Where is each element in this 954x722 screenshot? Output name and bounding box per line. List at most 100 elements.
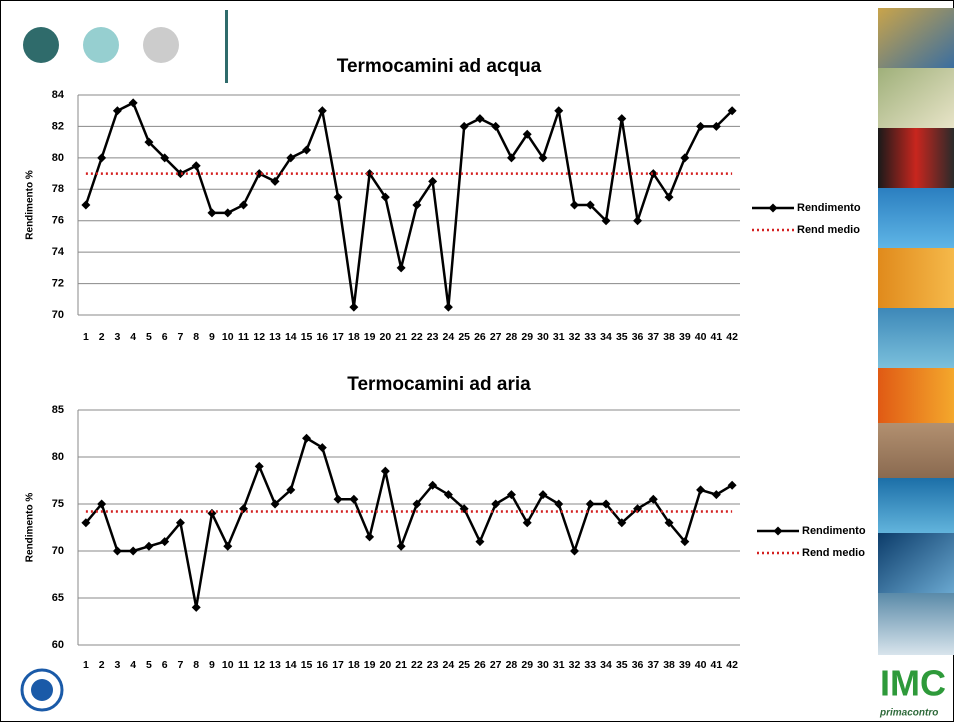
x-tick-label: 29 [521, 331, 533, 343]
y-tick-label: 80 [52, 152, 64, 164]
x-tick-label: 38 [663, 659, 675, 671]
x-tick-label: 37 [647, 659, 659, 671]
x-tick-label: 21 [395, 331, 407, 343]
deco-bar [225, 10, 228, 83]
x-tick-label: 35 [616, 659, 628, 671]
x-tick-label: 19 [364, 659, 376, 671]
y-tick-label: 78 [52, 183, 64, 195]
y-tick-label: 84 [52, 89, 65, 101]
x-tick-label: 31 [553, 331, 565, 343]
x-tick-label: 32 [569, 331, 581, 343]
x-tick-label: 4 [130, 659, 136, 671]
x-tick-label: 38 [663, 331, 675, 343]
x-tick-label: 10 [222, 331, 234, 343]
x-tick-label: 20 [380, 331, 392, 343]
x-tick-label: 7 [178, 659, 184, 671]
y-tick-label: 70 [52, 545, 64, 557]
x-tick-label: 29 [521, 659, 533, 671]
x-tick-label: 36 [632, 331, 644, 343]
x-tick-label: 41 [711, 331, 723, 343]
slide: IMC primacontro Termocamini ad acquaRend… [0, 0, 954, 722]
x-tick-label: 39 [679, 659, 691, 671]
x-tick-label: 8 [193, 659, 199, 671]
x-tick-label: 42 [726, 659, 738, 671]
y-tick-label: 76 [52, 215, 64, 227]
x-tick-label: 36 [632, 659, 644, 671]
brand-logo: IMC [880, 663, 946, 704]
y-tick-label: 65 [52, 592, 64, 604]
legend-label: Rendimento [797, 202, 861, 214]
x-tick-label: 16 [316, 659, 328, 671]
x-tick-label: 9 [209, 331, 215, 343]
x-tick-label: 12 [253, 659, 265, 671]
x-tick-label: 11 [238, 331, 249, 343]
x-tick-label: 16 [316, 331, 328, 343]
x-tick-label: 14 [285, 659, 297, 671]
x-tick-label: 12 [253, 331, 265, 343]
x-tick-label: 31 [553, 659, 565, 671]
x-tick-label: 33 [584, 659, 596, 671]
deco-circle [143, 27, 179, 63]
x-tick-label: 24 [443, 331, 455, 343]
x-tick-label: 6 [162, 659, 168, 671]
y-axis-label: Rendimento % [25, 170, 36, 240]
x-tick-label: 27 [490, 331, 502, 343]
x-tick-label: 9 [209, 659, 215, 671]
x-tick-label: 27 [490, 659, 502, 671]
x-tick-label: 6 [162, 331, 168, 343]
x-tick-label: 17 [332, 659, 344, 671]
x-tick-label: 32 [569, 659, 581, 671]
x-tick-label: 28 [506, 331, 518, 343]
x-tick-label: 15 [301, 659, 313, 671]
x-tick-label: 40 [695, 331, 707, 343]
x-tick-label: 5 [146, 659, 152, 671]
y-tick-label: 85 [52, 404, 64, 416]
x-tick-label: 42 [726, 331, 738, 343]
x-tick-label: 26 [474, 659, 486, 671]
x-tick-label: 15 [301, 331, 313, 343]
slide-border [1, 1, 954, 722]
x-tick-label: 28 [506, 659, 518, 671]
y-tick-label: 70 [52, 309, 64, 321]
y-tick-label: 72 [52, 277, 64, 289]
x-tick-label: 24 [443, 659, 455, 671]
x-tick-label: 21 [395, 659, 407, 671]
x-tick-label: 37 [647, 331, 659, 343]
legend-label: Rend medio [797, 224, 860, 236]
deco-circle [83, 27, 119, 63]
x-tick-label: 23 [427, 331, 439, 343]
y-tick-label: 60 [52, 639, 64, 651]
chart-title: Termocamini ad acqua [337, 56, 542, 77]
y-tick-label: 80 [52, 451, 64, 463]
x-tick-label: 30 [537, 659, 549, 671]
x-tick-label: 13 [269, 331, 281, 343]
x-tick-label: 34 [600, 331, 612, 343]
x-tick-label: 2 [99, 659, 105, 671]
x-tick-label: 5 [146, 331, 152, 343]
chart-title: Termocamini ad aria [347, 374, 531, 395]
x-tick-label: 10 [222, 659, 234, 671]
photo-strip [878, 8, 954, 655]
x-tick-label: 3 [114, 331, 120, 343]
x-tick-label: 22 [411, 659, 423, 671]
x-tick-label: 35 [616, 331, 628, 343]
x-tick-label: 20 [380, 659, 392, 671]
x-tick-label: 19 [364, 331, 376, 343]
x-tick-label: 13 [269, 659, 281, 671]
x-tick-label: 22 [411, 331, 423, 343]
deco-circle [23, 27, 59, 63]
y-axis-label: Rendimento % [25, 493, 36, 563]
x-tick-label: 1 [83, 659, 89, 671]
y-tick-label: 74 [52, 246, 65, 258]
legend-label: Rend medio [802, 547, 865, 559]
x-tick-label: 40 [695, 659, 707, 671]
x-tick-label: 17 [332, 331, 344, 343]
x-tick-label: 41 [711, 659, 723, 671]
x-tick-label: 2 [99, 331, 105, 343]
x-tick-label: 11 [238, 659, 249, 671]
x-tick-label: 25 [458, 331, 470, 343]
x-tick-label: 33 [584, 331, 596, 343]
x-tick-label: 3 [114, 659, 120, 671]
x-tick-label: 14 [285, 331, 297, 343]
x-tick-label: 18 [348, 331, 360, 343]
